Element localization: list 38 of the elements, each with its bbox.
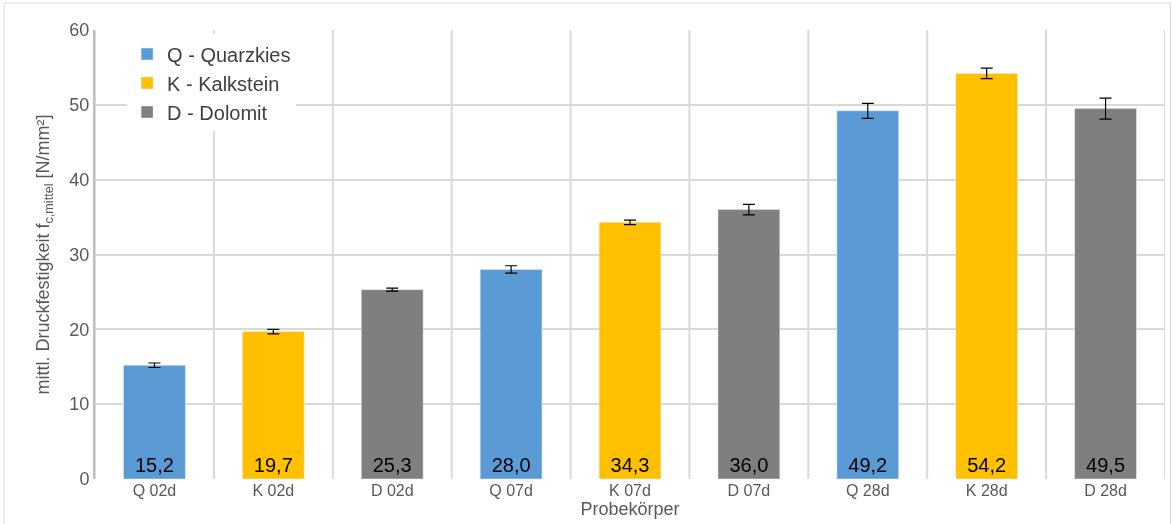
x-tick-label: Q 07d — [489, 482, 533, 499]
x-tick-label: Q 02d — [132, 482, 177, 499]
bar — [955, 73, 1018, 479]
data-label: 25,3 — [372, 454, 412, 476]
bar — [479, 269, 543, 479]
y-tick-label: 0 — [79, 469, 90, 490]
data-label: 34,3 — [610, 454, 650, 476]
data-label: 49,2 — [848, 454, 888, 476]
legend-label: K - Kalkstein — [167, 72, 280, 95]
x-tick-label: K 07d — [609, 482, 651, 499]
data-label: 28,0 — [491, 454, 531, 476]
x-tick-label: K 28d — [965, 482, 1008, 499]
x-tick-label: K 02d — [252, 482, 295, 499]
x-axis-title: Probekörper — [580, 499, 680, 519]
bar — [836, 110, 899, 479]
bar — [361, 289, 424, 479]
y-tick-label: 30 — [69, 244, 90, 265]
x-tick-label: D 28d — [1084, 482, 1127, 499]
x-tick-label: D 02d — [370, 482, 414, 499]
y-tick-label: 50 — [69, 95, 90, 116]
legend-label: Q - Quarzkies — [167, 43, 291, 66]
bar — [717, 209, 781, 479]
data-label: 36,0 — [729, 454, 769, 476]
data-label: 15,2 — [134, 454, 174, 476]
data-label: 49,5 — [1086, 454, 1126, 476]
y-tick-label: 60 — [69, 20, 90, 41]
y-tick-label: 20 — [69, 319, 90, 340]
y-tick-label: 10 — [69, 394, 90, 415]
x-tick-label: D 07d — [727, 482, 771, 499]
bar — [1074, 108, 1137, 479]
x-tick-label: Q 28d — [845, 482, 890, 499]
bar — [242, 331, 305, 479]
legend-label: D - Dolomit — [167, 101, 268, 124]
y-tick-label: 40 — [69, 169, 90, 190]
bar — [123, 365, 186, 479]
data-label: 19,7 — [253, 454, 293, 476]
bar — [598, 222, 662, 479]
data-label: 54,2 — [967, 454, 1007, 476]
